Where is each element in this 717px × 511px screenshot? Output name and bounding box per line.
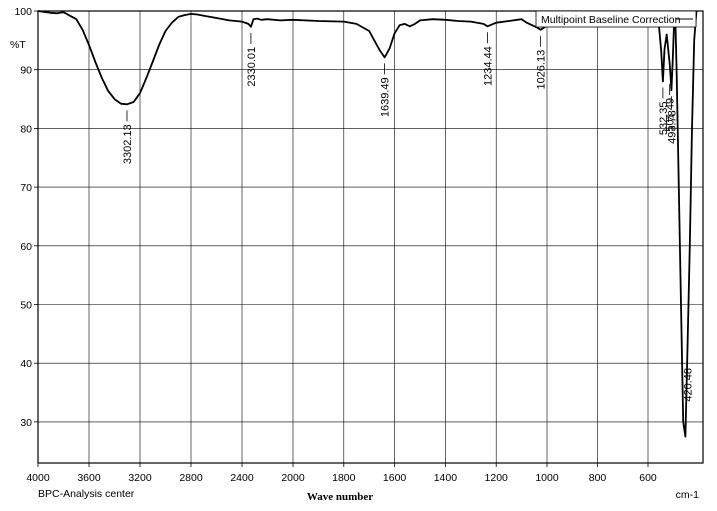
legend-box	[535, 10, 697, 28]
peak-label: 1026.13	[535, 50, 547, 90]
legend: Multipoint Baseline Correction	[535, 10, 697, 28]
peak-label: 1639.49	[380, 77, 392, 117]
y-tick-label: 60	[20, 241, 32, 253]
y-tick-label: 30	[20, 417, 32, 429]
x-tick-label: 1800	[332, 472, 356, 484]
peak-label: 3302.13	[122, 124, 134, 164]
peak-label: 420.48	[682, 368, 694, 402]
x-tick-label: 1600	[383, 472, 407, 484]
x-tick-label: 1400	[434, 472, 458, 484]
spectrum-line	[37, 10, 698, 438]
peak-annotations: 3302.13 2330.01 1639.49 1234.44 1026.13 532.3…	[122, 32, 694, 402]
x-tick-label: 600	[639, 472, 657, 484]
footer-lab-name: BPC-Analysis center	[38, 488, 135, 500]
y-tick-label: 100	[14, 6, 32, 18]
x-tick-label: 1000	[535, 472, 559, 484]
x-tick-labels: 4000 3600 3200 2800 2400 2000 1800 1600 1400 1200…	[26, 472, 657, 484]
legend-series-name: Multipoint Baseline Correction	[541, 14, 681, 26]
x-tick-label: 2000	[281, 472, 305, 484]
peak-label: 2330.01	[246, 47, 258, 87]
x-tick-label: 800	[589, 472, 607, 484]
plot-frame	[37, 10, 704, 464]
y-tick-label: 70	[20, 182, 32, 194]
y-axis-label: %T	[10, 39, 26, 51]
x-unit-label: cm-1	[676, 489, 699, 501]
x-tick-label: 4000	[26, 472, 50, 484]
x-axis-label: Wave number	[307, 491, 373, 503]
x-tick-label: 2800	[179, 472, 203, 484]
peak-label: 1234.44	[482, 46, 494, 86]
x-tick-label: 1200	[485, 472, 509, 484]
x-tick-label: 3600	[77, 472, 101, 484]
grid-lines	[34, 10, 703, 467]
peak-label: 493.78	[666, 110, 678, 144]
y-tick-label: 80	[20, 123, 32, 135]
series-layer	[37, 10, 698, 438]
y-tick-label: 50	[20, 300, 32, 312]
x-tick-label: 3200	[128, 472, 152, 484]
peak-label: 532.35	[658, 101, 670, 135]
y-tick-label: 90	[20, 65, 32, 77]
y-tick-labels: 30 40 50 60 70 80 90 100	[14, 6, 32, 429]
y-tick-label: 40	[20, 358, 32, 370]
x-tick-label: 2400	[230, 472, 254, 484]
peak-label: 501.49	[665, 98, 677, 132]
